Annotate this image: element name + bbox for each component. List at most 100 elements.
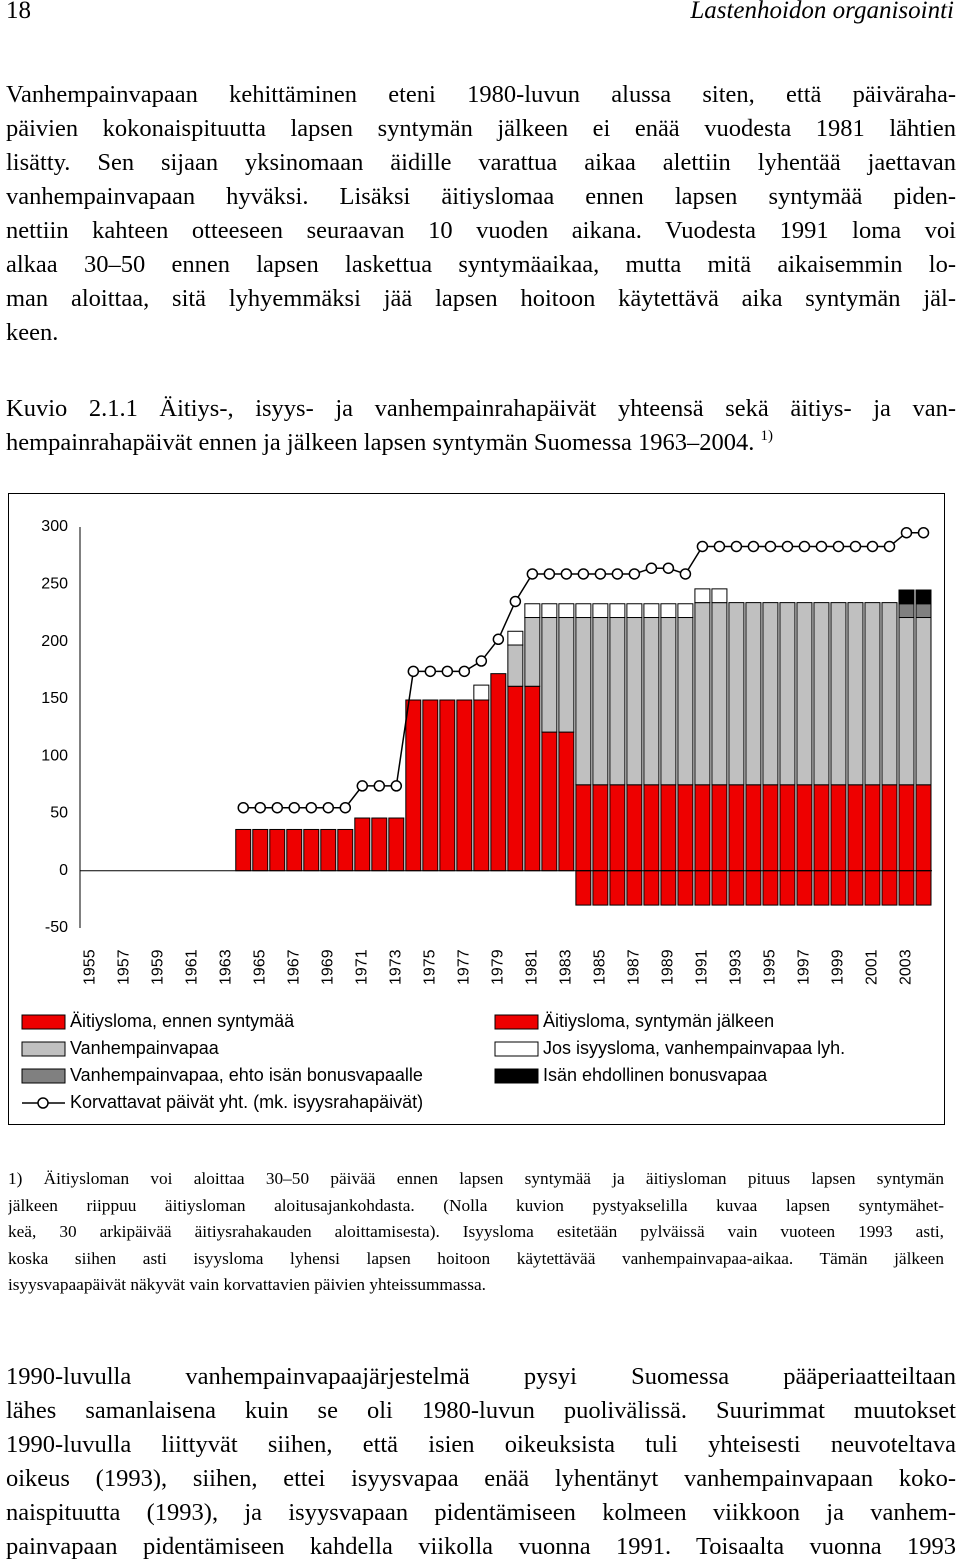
bar-segment (609, 603, 626, 619)
line-marker (628, 568, 641, 580)
x-tick-label: 1987 (626, 949, 643, 985)
y-tick-label: 0 (59, 862, 68, 879)
bar-segment (524, 685, 541, 872)
line-marker (339, 801, 352, 814)
bar-segment (286, 828, 303, 872)
x-tick-label: 1957 (115, 949, 132, 985)
note-marker: 1) (760, 428, 774, 444)
bar-segment (881, 784, 898, 872)
legend-label: Äitiysloma, syntymän jälkeen (543, 1011, 774, 1031)
x-tick-label: 1955 (81, 949, 98, 985)
bar-segment (473, 699, 490, 872)
bar-segment (388, 817, 405, 872)
caption-text: hempainrahapäivät ennen ja jälkeen lapse… (6, 429, 755, 456)
legend-label: Isän ehdollinen bonusvapaa (543, 1065, 768, 1085)
bar-segment (762, 870, 779, 906)
bar-segment (643, 603, 660, 619)
legend-label: Korvattavat päivät yht. (mk. isyysrahapä… (70, 1092, 423, 1112)
bar-segment (371, 817, 388, 872)
y-tick-label: 200 (41, 633, 68, 650)
bar-segment (847, 870, 864, 906)
line-marker (900, 526, 913, 539)
bar-segment (524, 617, 541, 687)
bar-segment (745, 602, 762, 786)
bar-segment (898, 589, 915, 605)
bar-segment (660, 617, 677, 786)
bar-segment (235, 828, 252, 872)
bar-segment (677, 603, 694, 619)
bar-segment (813, 784, 830, 872)
line-marker (492, 633, 505, 646)
bar-segment (796, 870, 813, 906)
line-marker (577, 568, 590, 580)
line-marker (271, 801, 284, 814)
bar-segment (881, 870, 898, 906)
text-line: painvapaan pidentämiseen kahdella viikol… (6, 1533, 956, 1560)
bar-segment (711, 602, 728, 786)
bar-segment (745, 784, 762, 872)
x-tick-label: 1985 (592, 949, 609, 985)
legend-swatch (21, 1041, 66, 1057)
x-tick-label: 1967 (285, 949, 302, 985)
bar-segment (728, 870, 745, 906)
bar-segment (898, 870, 915, 906)
bar-segment (915, 589, 932, 605)
legend-label: Jos isyysloma, vanhempainvapaa lyh. (543, 1038, 845, 1058)
line-marker (696, 540, 709, 553)
bar-segment (677, 617, 694, 786)
bar-segment (422, 699, 439, 872)
text-line: keen. (6, 319, 59, 346)
bar-segment (694, 602, 711, 786)
line-marker (679, 568, 692, 580)
bar-segment (847, 602, 864, 786)
bar-segment (881, 602, 898, 786)
x-tick-label: 1981 (524, 949, 541, 985)
bar-segment (575, 784, 592, 872)
legend-swatch (494, 1041, 539, 1057)
bar-segment (898, 617, 915, 786)
x-tick-label: 1995 (762, 949, 779, 985)
legend-marker (37, 1097, 49, 1109)
bar-segment (439, 699, 456, 872)
figure-caption: Kuvio 2.1.1 Äitiys-, isyys- ja vanhempai… (6, 392, 956, 460)
line-marker (866, 540, 879, 553)
bar-segment (796, 602, 813, 786)
text-line: Vanhempainvapaan kehittäminen eteni 1980… (6, 81, 956, 108)
text-line: koska siihen asti isyysloma lyhensi laps… (8, 1248, 944, 1268)
bar-segment (779, 784, 796, 872)
bar-segment (609, 617, 626, 786)
y-tick-label: 300 (41, 518, 68, 535)
caption-line: Kuvio 2.1.1 Äitiys-, isyys- ja vanhempai… (6, 395, 956, 422)
line-marker (254, 801, 267, 814)
bar-segment (660, 784, 677, 872)
x-tick-label: 1989 (660, 949, 677, 985)
footnote: 1) Äitiysloman voi aloittaa 30–50 päivää… (8, 1166, 944, 1299)
bar-segment (609, 784, 626, 872)
bar-segment (507, 630, 524, 646)
bar-segment (660, 870, 677, 906)
bar-segment (558, 617, 575, 733)
bar-segment (762, 784, 779, 872)
x-tick-label: 1959 (149, 949, 166, 985)
bar-segment (575, 603, 592, 619)
x-tick-label: 1983 (558, 949, 575, 985)
bar-segment (915, 617, 932, 786)
x-tick-label: 1971 (354, 949, 371, 985)
bar-segment (252, 828, 269, 872)
text-line: keä, 30 arkipäivää äitiysrahakauden aloi… (8, 1222, 944, 1241)
line-marker (441, 665, 454, 678)
bar-segment (694, 588, 711, 604)
x-tick-label: 1993 (728, 949, 745, 985)
bar-segment (660, 603, 677, 619)
legend-swatch (21, 1068, 66, 1084)
text-line: naispituutta (1993), ja isyysvapaan pide… (6, 1499, 956, 1526)
bar-segment (830, 870, 847, 906)
bar-segment (643, 617, 660, 786)
bar-segment (592, 617, 609, 786)
line-marker (662, 562, 675, 574)
bar-segment (354, 817, 371, 872)
x-tick-label: 1973 (388, 949, 405, 985)
bar-segment (626, 603, 643, 619)
text-line: 1990-luvulla vanhempainvapaajärjestelmä … (6, 1363, 956, 1390)
x-tick-label: 1999 (830, 949, 847, 985)
